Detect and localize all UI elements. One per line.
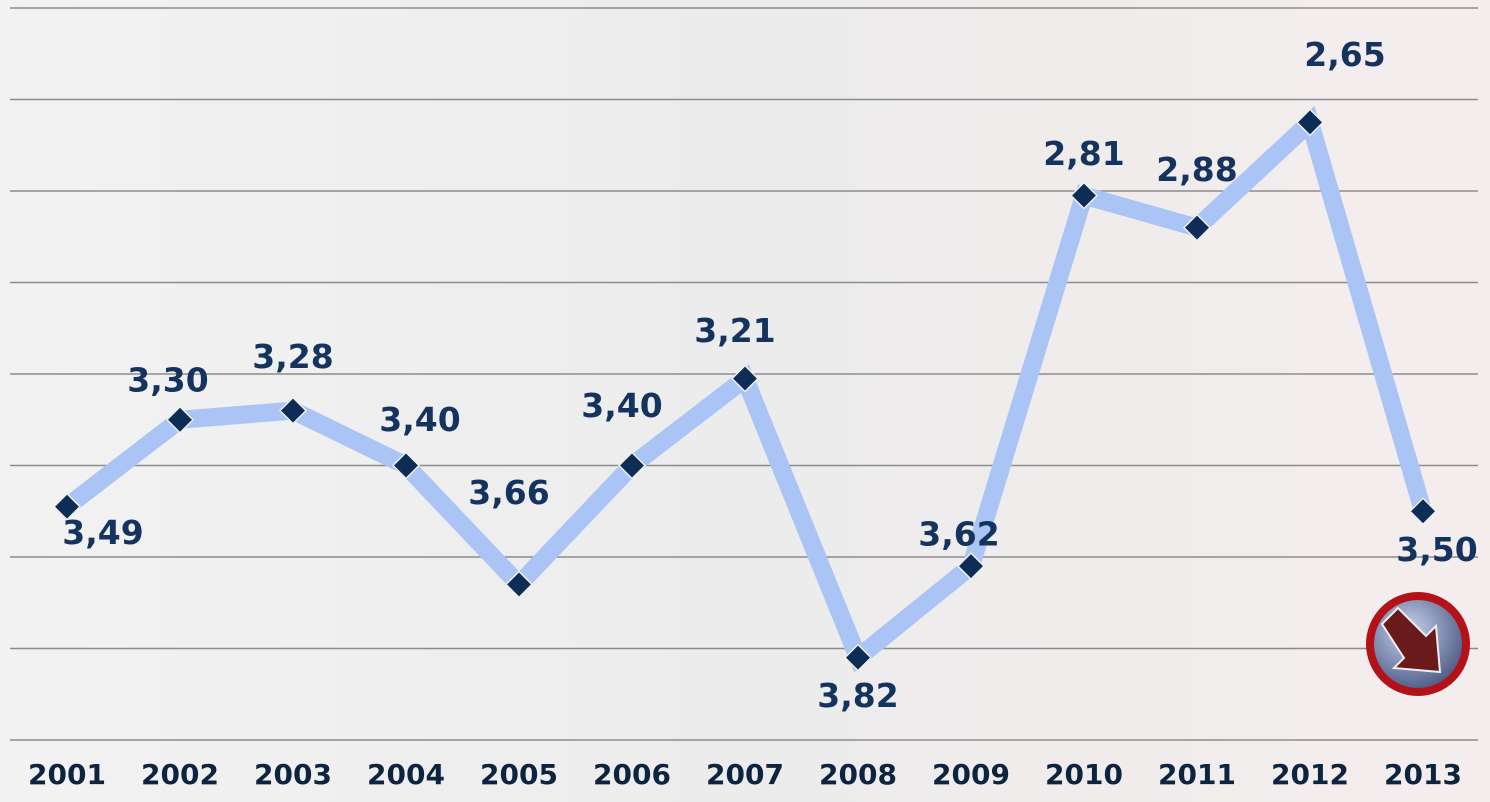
chart: 2001 2002 2003 2004 2005 2006 2007 2008 2009 2010… [0, 0, 1490, 802]
x-tick-label: 2013 [1384, 758, 1462, 791]
value-label: 2,88 [1156, 150, 1237, 189]
x-tick-label: 2004 [367, 758, 445, 791]
value-label: 3,28 [252, 337, 333, 376]
x-tick-label: 2005 [480, 758, 558, 791]
value-label: 3,49 [62, 513, 143, 552]
x-tick-label: 2006 [593, 758, 671, 791]
value-label: 3,82 [817, 676, 898, 715]
value-label: 3,30 [127, 360, 208, 399]
x-tick-label: 2011 [1158, 758, 1236, 791]
x-tick-label: 2012 [1271, 758, 1349, 791]
value-label: 3,40 [379, 400, 460, 439]
value-label: 3,66 [468, 473, 549, 512]
value-label: 3,50 [1396, 530, 1477, 569]
next-button[interactable] [1366, 592, 1470, 696]
value-label: 3,40 [581, 386, 662, 425]
page: 2001 2002 2003 2004 2005 2006 2007 2008 2009 2010… [0, 0, 1490, 802]
x-tick-label: 2003 [254, 758, 332, 791]
x-tick-label: 2010 [1045, 758, 1123, 791]
value-label: 2,81 [1043, 134, 1124, 173]
value-label: 3,62 [918, 515, 999, 554]
x-tick-label: 2002 [141, 758, 219, 791]
x-tick-label: 2001 [28, 758, 106, 791]
value-label: 2,65 [1304, 35, 1385, 74]
x-tick-label: 2007 [706, 758, 784, 791]
x-tick-label: 2008 [819, 758, 897, 791]
value-label: 3,21 [694, 311, 775, 350]
x-tick-label: 2009 [932, 758, 1010, 791]
